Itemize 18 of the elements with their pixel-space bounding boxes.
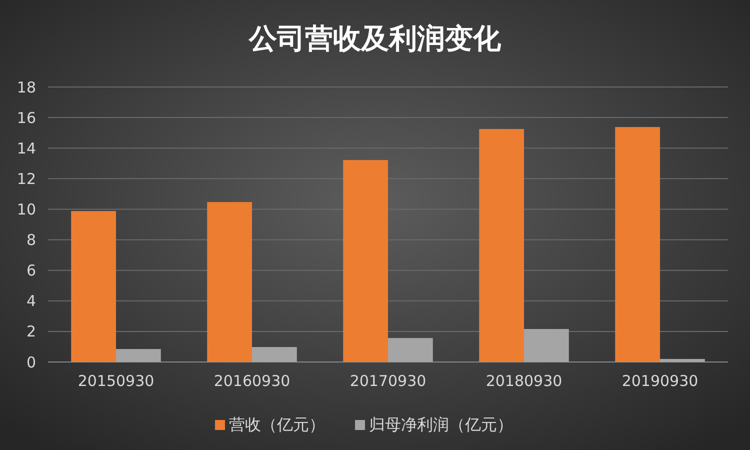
y-tick-label: 4 <box>26 292 36 310</box>
y-tick-label: 0 <box>26 353 36 372</box>
y-tick-label: 14 <box>16 139 36 158</box>
legend-label: 归母净利润（亿元） <box>369 415 513 434</box>
x-tick-label: 20160930 <box>214 372 290 390</box>
y-tick-label: 8 <box>26 231 36 250</box>
legend-label: 营收（亿元） <box>229 415 325 434</box>
y-tick-label: 16 <box>16 108 36 127</box>
x-tick-label: 20180930 <box>486 372 562 390</box>
y-tick-label: 12 <box>16 170 36 188</box>
x-tick-label: 20150930 <box>78 372 154 390</box>
y-tick-label: 2 <box>26 322 36 341</box>
y-tick-label: 18 <box>16 78 36 96</box>
x-tick-label: 20170930 <box>350 372 426 390</box>
chart-title: 公司营收及利润变化 <box>248 22 502 55</box>
y-tick-label: 10 <box>16 200 36 218</box>
x-tick-label: 20190930 <box>622 372 698 390</box>
y-tick-label: 6 <box>26 262 36 280</box>
